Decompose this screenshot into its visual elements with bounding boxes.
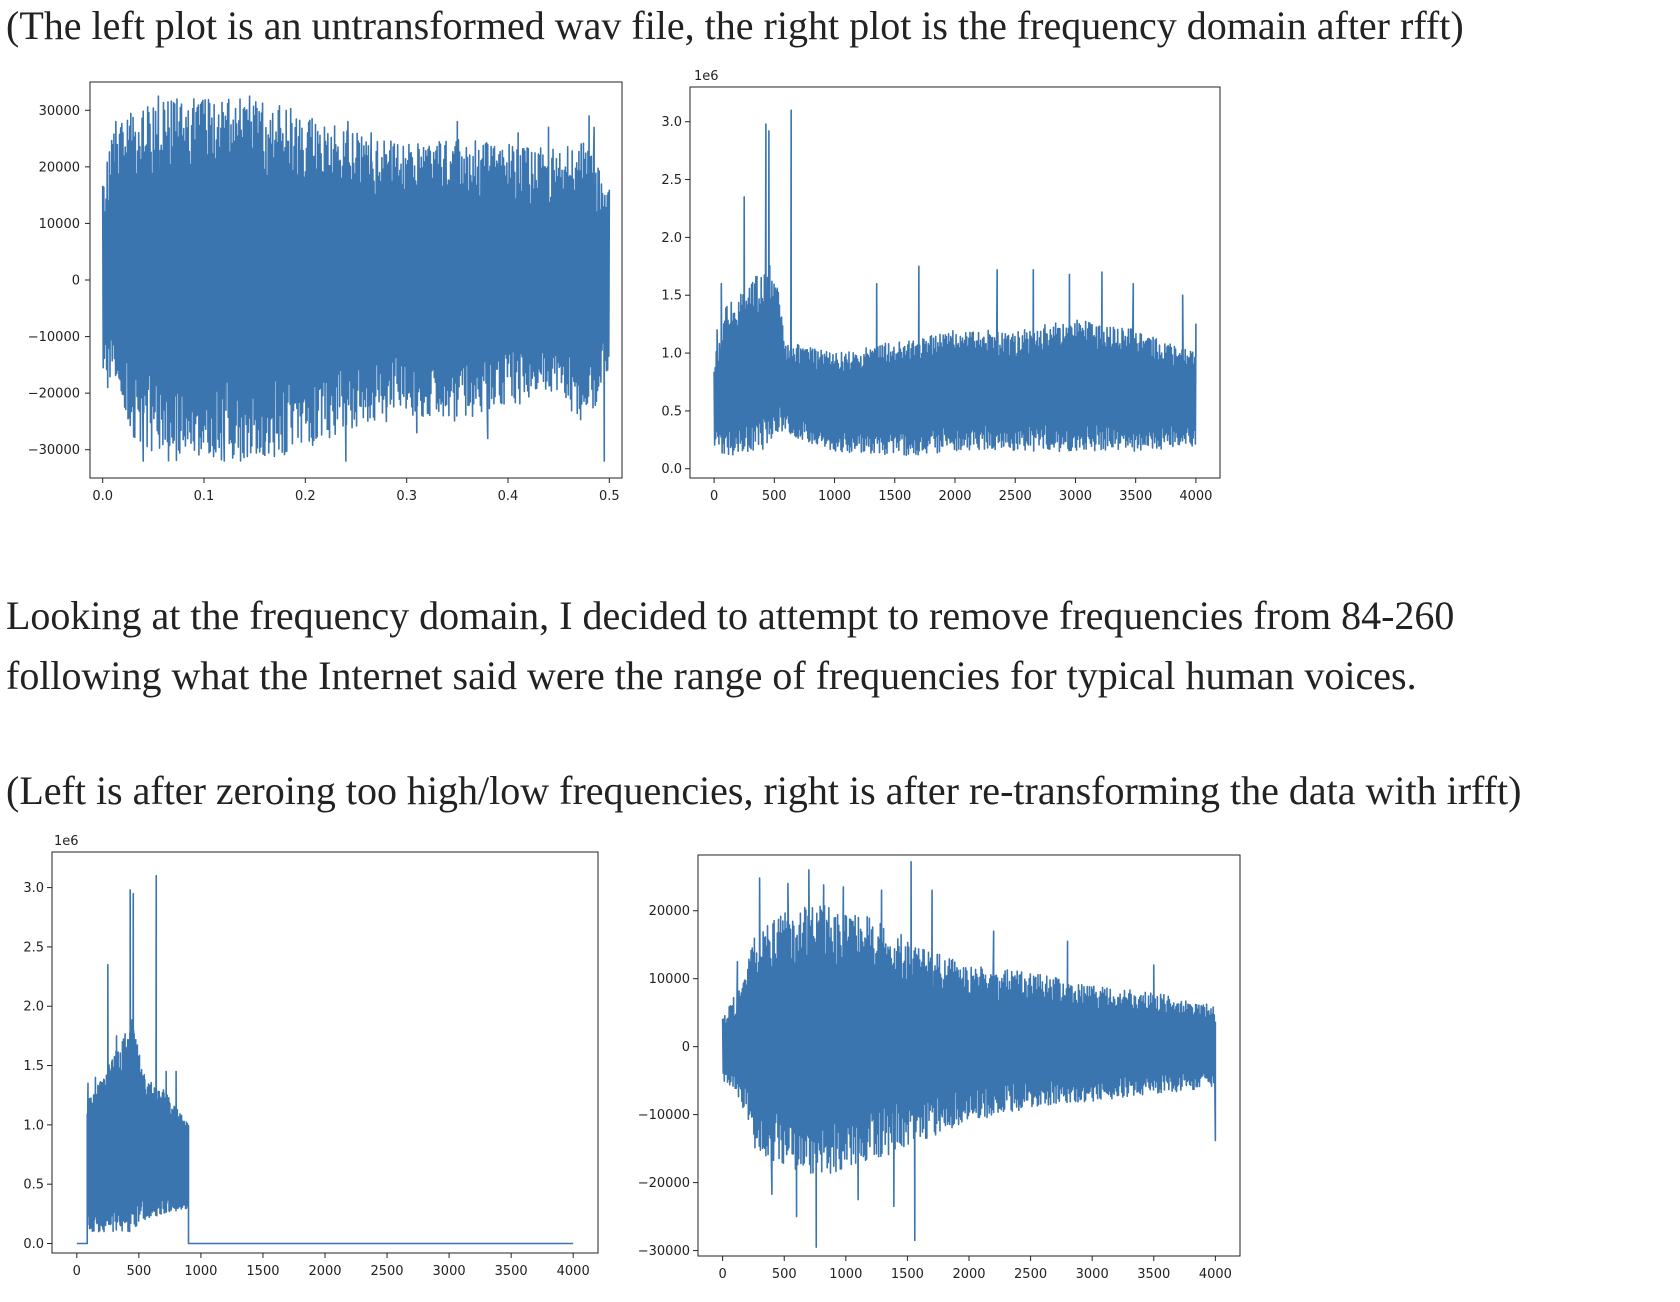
x-tick-label: 3000: [433, 1264, 466, 1279]
y-tick-label: −10000: [28, 330, 80, 345]
signal-series: [713, 109, 1197, 456]
x-tick-label: 500: [772, 1267, 797, 1282]
x-tick-label: 4000: [1179, 489, 1212, 504]
caption-bottom: (Left is after zeroing too high/low freq…: [6, 768, 1522, 813]
y-tick-label: 20000: [39, 160, 80, 175]
y-tick-label: 10000: [39, 217, 80, 232]
x-tick-label: 3500: [495, 1264, 528, 1279]
y-tick-label: 0: [72, 274, 80, 289]
y-axis: 0.0 0.5 1.0 1.5 2.0 2.5 3.0: [661, 115, 690, 477]
x-tick-label: 2500: [1014, 1267, 1047, 1282]
y-axis: 0.0 0.5 1.0 1.5 2.0 2.5 3.0: [23, 881, 52, 1252]
x-tick-label: 0.5: [599, 489, 620, 504]
x-tick-label: 0.3: [396, 489, 417, 504]
x-axis: 0.0 0.1 0.2 0.3 0.4 0.5: [92, 478, 620, 504]
x-tick-label: 1500: [878, 489, 911, 504]
y-tick-label: 1.0: [23, 1118, 44, 1133]
x-tick-label: 2000: [938, 489, 971, 504]
x-tick-label: 1000: [829, 1267, 862, 1282]
x-tick-label: 2000: [308, 1264, 341, 1279]
y-tick-label: 0.5: [23, 1178, 44, 1193]
y-tick-label: 3.0: [661, 115, 682, 130]
x-tick-label: 0: [710, 489, 718, 504]
x-axis: 0 500 1000 1500 2000 2500 3000 3500 4000: [718, 1256, 1232, 1282]
signal-series: [101, 95, 611, 462]
x-tick-label: 500: [762, 489, 787, 504]
y-tick-label: −20000: [28, 387, 80, 402]
caption-middle-line1: Looking at the frequency domain, I decid…: [6, 593, 1455, 638]
x-tick-label: 1000: [818, 489, 851, 504]
signal-line: [721, 861, 1217, 1248]
x-tick-label: 3500: [1137, 1267, 1170, 1282]
x-tick-label: 1500: [891, 1267, 924, 1282]
x-tick-label: 2500: [370, 1264, 403, 1279]
x-tick-label: 500: [126, 1264, 151, 1279]
x-tick-label: 3000: [1076, 1267, 1109, 1282]
signal-series: [721, 861, 1217, 1248]
y-tick-label: 2.0: [661, 231, 682, 246]
y-tick-label: 10000: [649, 972, 690, 987]
signal-line: [713, 109, 1197, 456]
x-axis: 0 500 1000 1500 2000 2500 3000 3500 4000: [73, 1253, 590, 1279]
x-tick-label: 3000: [1059, 489, 1092, 504]
x-tick-label: 2000: [952, 1267, 985, 1282]
y-tick-label: 2.5: [661, 173, 682, 188]
y-tick-label: 1.5: [661, 289, 682, 304]
x-tick-label: 4000: [557, 1264, 590, 1279]
y-tick-label: 2.0: [23, 1000, 44, 1015]
x-tick-label: 2500: [999, 489, 1032, 504]
y-tick-label: 0.5: [661, 404, 682, 419]
x-tick-label: 1000: [184, 1264, 217, 1279]
signal-series: [76, 874, 574, 1245]
x-tick-label: 0: [718, 1267, 726, 1282]
x-tick-label: 0.1: [194, 489, 215, 504]
x-tick-label: 0.0: [92, 489, 113, 504]
y-tick-label: 0.0: [661, 462, 682, 477]
y-offset-label: 1e6: [54, 834, 79, 849]
y-tick-label: −30000: [28, 443, 80, 458]
y-axis: −30000 −20000 −10000 0 10000 20000 30000: [28, 104, 90, 458]
caption-middle-line2: following what the Internet said were th…: [6, 653, 1417, 698]
x-tick-label: 0.2: [295, 489, 316, 504]
y-tick-label: −30000: [638, 1244, 690, 1259]
y-tick-label: 3.0: [23, 881, 44, 896]
y-tick-label: −20000: [638, 1176, 690, 1191]
x-tick-label: 0: [73, 1264, 81, 1279]
y-offset-label: 1e6: [694, 69, 719, 84]
y-tick-label: −10000: [638, 1108, 690, 1123]
y-tick-label: 0.0: [23, 1237, 44, 1252]
x-tick-label: 3500: [1119, 489, 1152, 504]
y-tick-label: 20000: [649, 904, 690, 919]
y-tick-label: 30000: [39, 104, 80, 119]
y-tick-label: 2.5: [23, 940, 44, 955]
x-axis: 0 500 1000 1500 2000 2500 3000 3500 4000: [710, 478, 1212, 504]
x-tick-label: 0.4: [498, 489, 519, 504]
y-tick-label: 0: [682, 1040, 690, 1055]
y-axis: −30000 −20000 −10000 0 10000 20000: [638, 904, 698, 1259]
signal-line: [101, 95, 611, 462]
y-tick-label: 1.5: [23, 1059, 44, 1074]
signal-line: [76, 874, 574, 1245]
x-tick-label: 1500: [246, 1264, 279, 1279]
x-tick-label: 4000: [1199, 1267, 1232, 1282]
caption-top: (The left plot is an untransformed wav f…: [6, 3, 1464, 48]
y-tick-label: 1.0: [661, 347, 682, 362]
